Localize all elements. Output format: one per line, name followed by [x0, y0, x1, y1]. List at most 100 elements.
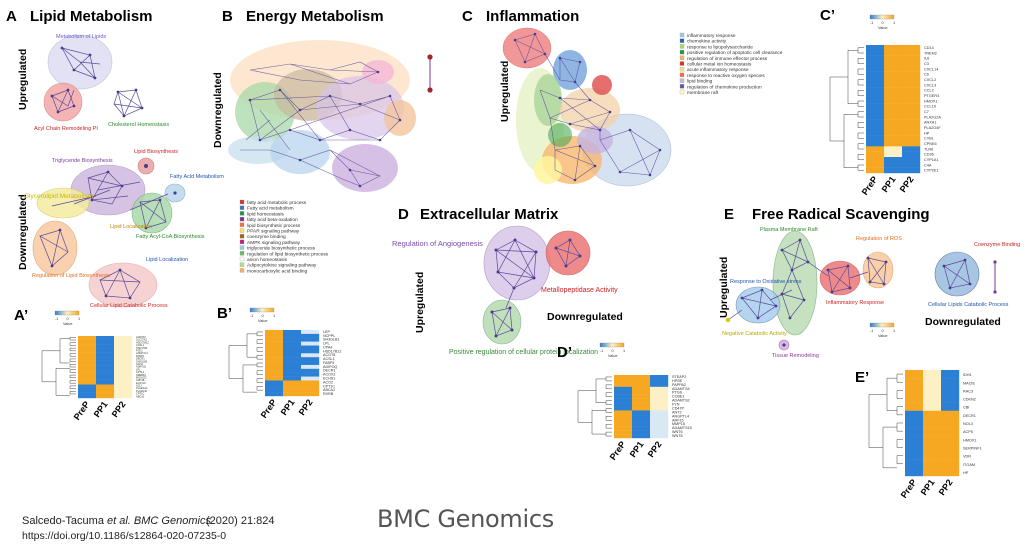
- heatmap-letter: B’: [217, 305, 232, 322]
- heatmap-cell: [923, 370, 942, 379]
- heatmap-cell: [902, 66, 921, 72]
- heatmap-cell: [78, 360, 97, 364]
- scale-tick: 0: [882, 329, 884, 333]
- scale-tick: -1: [870, 329, 873, 333]
- heatmap-cell: [283, 337, 302, 342]
- heatmap-cell: [884, 98, 903, 104]
- heatmap-cell: [301, 376, 320, 381]
- network-b-nodes: [248, 70, 402, 188]
- heatmap-cell: [614, 406, 633, 411]
- heatmap-cell: [902, 151, 921, 158]
- heatmap-cell: [650, 418, 669, 423]
- legend-item: inflammatory response: [687, 33, 736, 39]
- heatmap-cell: [650, 402, 669, 407]
- gene-label: HSD17B12: [323, 349, 341, 353]
- column-label: PP2: [898, 174, 916, 194]
- heatmap-cell: [902, 162, 921, 168]
- heatmap-cell: [884, 55, 903, 62]
- heatmap-cell: [301, 372, 320, 377]
- heatmap-cell: [614, 398, 633, 403]
- heatmap-cell: [941, 386, 960, 395]
- heatmap-cell: [301, 333, 320, 338]
- heatmap-cell: [96, 376, 115, 380]
- gene-label: MOGAT2: [136, 375, 147, 379]
- column-label: PP1: [279, 397, 297, 417]
- heatmap-cell: [650, 426, 669, 431]
- legend-swatch: [239, 199, 245, 205]
- heatmap-cell: [283, 333, 302, 338]
- heatmap-cell: [632, 394, 651, 399]
- panel-c-up-label: Upregulated: [499, 61, 511, 122]
- heatmap-cell: [283, 345, 302, 350]
- scale-tick: 0: [67, 317, 69, 321]
- gene-label: ITGAM: [963, 463, 975, 467]
- legend-swatch: [679, 55, 685, 60]
- heatmap-cell: [114, 336, 133, 339]
- heatmap-cell: [902, 135, 921, 142]
- heatmap-cell: [265, 376, 284, 381]
- heatmap-cell: [265, 353, 284, 358]
- panel-d: D Extracellular Matrix Upregulated Downr…: [392, 206, 623, 356]
- heatmap-cell: [902, 157, 921, 163]
- heatmap-cell: [905, 443, 924, 452]
- heatmap-cell: [905, 370, 924, 379]
- heatmap-cell: [902, 98, 921, 104]
- cluster-label: Regulation of ROS: [856, 236, 902, 242]
- heatmap-cell: [283, 330, 302, 335]
- heatmap-cell: [114, 384, 133, 388]
- heatmap-cell: [78, 338, 97, 342]
- legend-swatch: [679, 61, 685, 66]
- scale-value-label: Value: [878, 334, 887, 338]
- heatmap-cell: [283, 353, 302, 358]
- cluster-label: Regulation of Lipid Biosynthesis: [32, 273, 110, 279]
- cluster-label: Regulation of Angiogenesis: [392, 239, 483, 248]
- scale-tick: -1: [600, 349, 603, 353]
- heatmap-cell: [941, 378, 960, 387]
- heatmap-cell: [866, 119, 885, 126]
- heatmap-cell: [114, 373, 133, 377]
- heatmap-cell: [905, 410, 924, 420]
- dendrogram: [829, 47, 864, 171]
- heatmap-cell: [632, 418, 651, 423]
- heatmap-cell: [78, 381, 97, 385]
- cluster-label: Lipid Localization: [110, 224, 152, 230]
- heatmap-cell: [941, 467, 960, 477]
- heatmap-cell: [114, 379, 133, 383]
- gene-label: WNT8: [672, 434, 683, 438]
- citation-doi[interactable]: https://doi.org/10.1186/s12864-020-07235…: [22, 530, 227, 542]
- legend-item: regulation of immune effector process: [687, 56, 768, 62]
- gene-label: SLC27A2: [136, 338, 147, 342]
- heatmap-cell: [884, 77, 903, 83]
- heatmap-cell: [905, 394, 924, 403]
- cluster-label: Positive regulation of cellular protein …: [449, 349, 598, 356]
- heatmap-cell: [283, 357, 302, 362]
- heatmap-cell: [941, 394, 960, 403]
- heatmap-cell: [96, 373, 115, 377]
- gene-label: HSD17B4: [136, 346, 148, 350]
- scale-tick: -1: [55, 317, 58, 321]
- cluster-label: Fatty Acid Metabolism: [170, 174, 224, 180]
- heatmap-cell: [265, 341, 284, 346]
- heatmap-cell: [78, 346, 97, 350]
- heatmap-cell: [884, 151, 903, 158]
- gene-label: PLA2G4F: [924, 126, 941, 130]
- heatmap-cell: [923, 410, 942, 420]
- gene-label: ADH1B: [136, 378, 145, 382]
- heatmap-cell: [866, 82, 885, 88]
- heatmap-cell: [884, 66, 903, 72]
- scale-tick: -1: [870, 21, 873, 25]
- heatmap-cell: [96, 362, 115, 366]
- heatmap-cell: [301, 349, 320, 354]
- gene-label: FYN: [672, 403, 680, 407]
- heatmap-cell: [614, 386, 633, 391]
- heatmap-cell: [265, 392, 284, 397]
- column-label: PP2: [646, 439, 664, 459]
- legend-swatch: [679, 49, 685, 55]
- legend-item: triglyceride biosynthetic process: [247, 246, 316, 252]
- gene-label: WNT6: [672, 430, 683, 434]
- heatmap-cell: [632, 378, 651, 384]
- heatmap-cell: [78, 384, 97, 388]
- cluster-label: Glycerolipid Metabolism: [24, 193, 93, 200]
- heatmap-cell: [902, 119, 921, 126]
- heatmap-cell: [905, 451, 924, 460]
